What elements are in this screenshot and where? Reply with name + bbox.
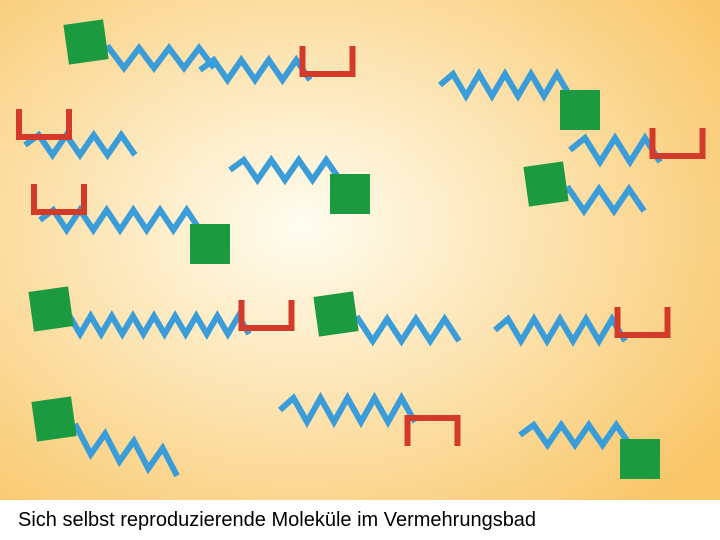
zigzag-chain — [62, 427, 177, 476]
diagram-canvas: Sich selbst reproduzierende Moleküle im … — [0, 0, 720, 540]
molecule — [0, 0, 720, 540]
caption-text: Sich selbst reproduzierende Moleküle im … — [18, 509, 536, 532]
terminal-square — [31, 396, 76, 441]
caption-bar: Sich selbst reproduzierende Moleküle im … — [0, 500, 720, 540]
